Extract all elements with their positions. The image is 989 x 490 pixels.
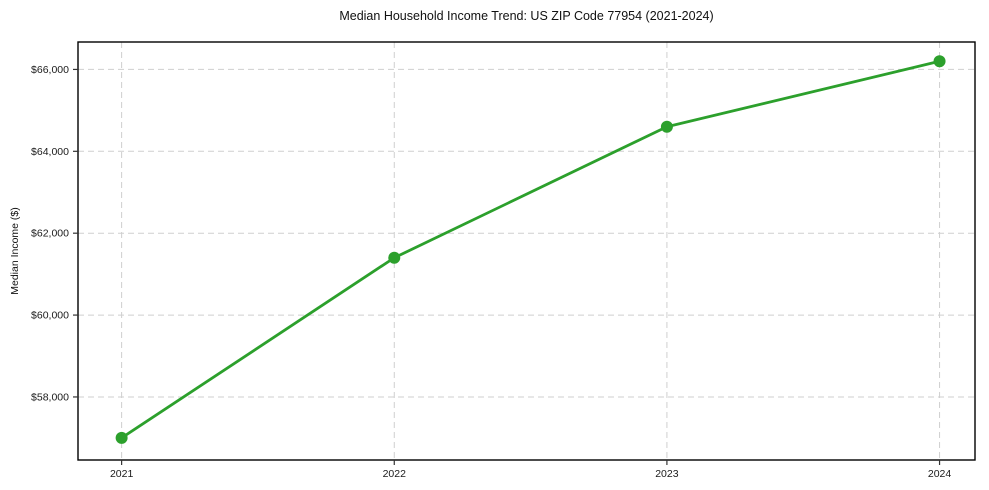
chart-title: Median Household Income Trend: US ZIP Co… (339, 9, 714, 23)
x-tick-label: 2021 (110, 468, 134, 480)
data-point-marker (388, 251, 401, 264)
data-point-marker (660, 120, 673, 133)
y-tick-label: $66,000 (31, 64, 69, 76)
y-tick-label: $62,000 (31, 228, 69, 240)
x-tick-label: 2023 (655, 468, 679, 480)
plot-border (77, 41, 976, 461)
data-point-marker (933, 55, 946, 68)
data-line (120, 59, 941, 440)
y-tick-label: $64,000 (31, 146, 69, 158)
y-tick-label: $58,000 (31, 391, 69, 403)
x-tick-label: 2024 (928, 468, 952, 480)
data-point-marker (115, 431, 128, 444)
x-tick-label: 2022 (383, 468, 407, 480)
y-tick-label: $60,000 (31, 310, 69, 322)
